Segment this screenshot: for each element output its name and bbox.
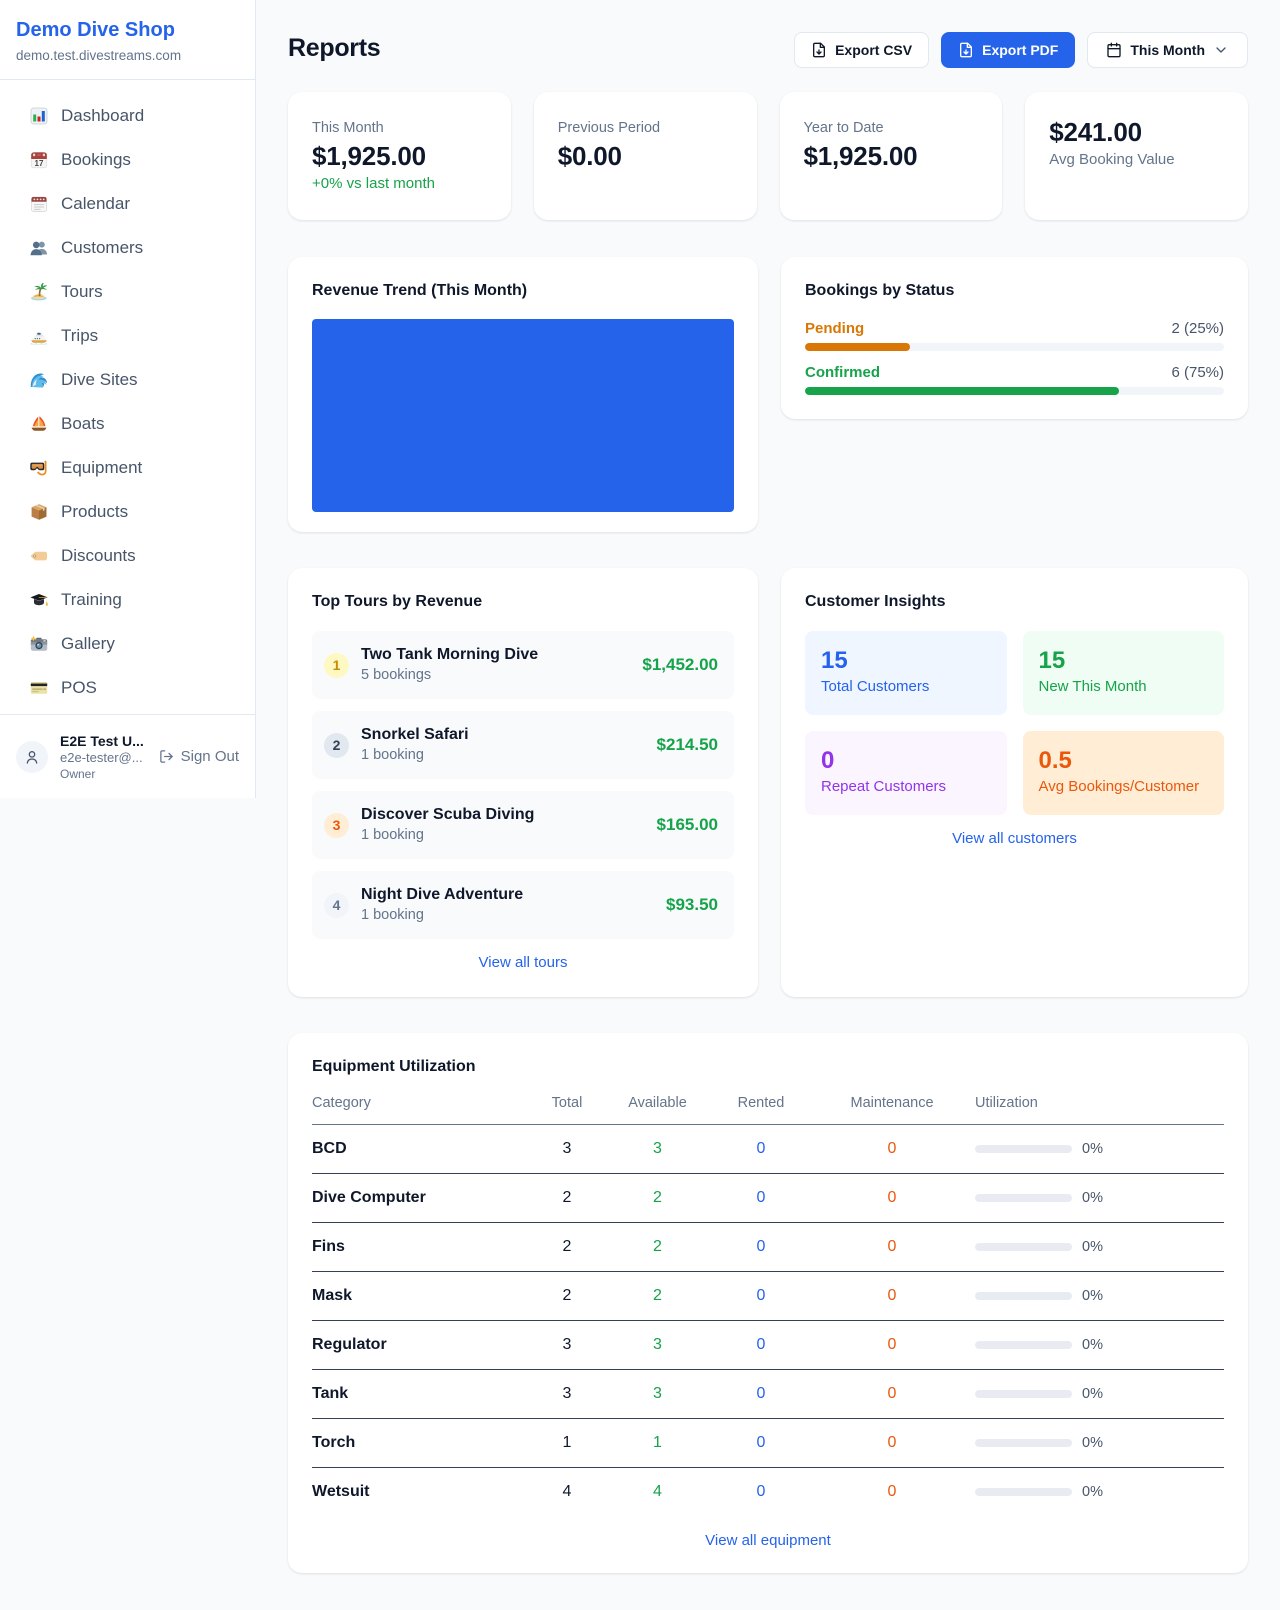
svg-text:17: 17 (35, 159, 44, 168)
